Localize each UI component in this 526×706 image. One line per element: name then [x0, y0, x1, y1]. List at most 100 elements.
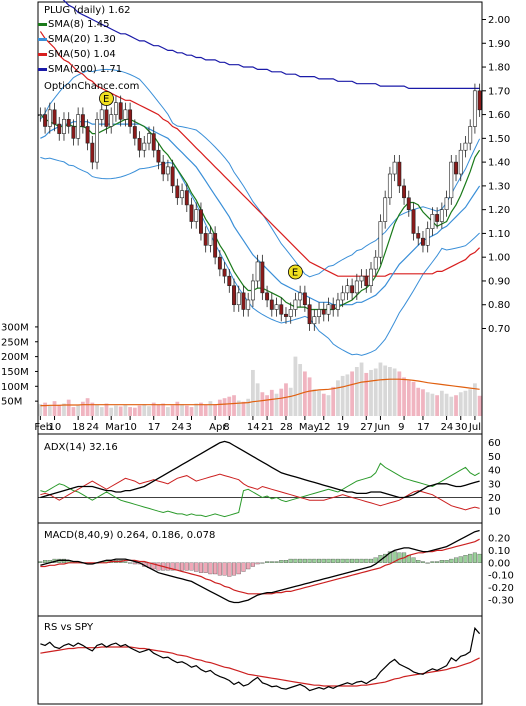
price-tick-label: 1.90	[488, 39, 510, 50]
rs-title: RS vs SPY	[44, 622, 94, 633]
macd-histogram-bar	[411, 557, 416, 563]
volume-bar	[369, 369, 373, 416]
price-tick-label: 1.80	[488, 63, 510, 74]
candle-body	[317, 309, 321, 317]
volume-bar	[85, 398, 90, 416]
candle-body	[250, 280, 255, 301]
candle-body	[439, 209, 444, 222]
volume-bar	[222, 398, 227, 416]
volume-bar	[57, 404, 62, 416]
rs-panel-frame	[37, 615, 483, 705]
candle-body	[161, 161, 166, 175]
macd-histogram-bar	[236, 562, 241, 575]
macd-histogram-bar	[198, 562, 203, 573]
volume-bar	[104, 403, 109, 416]
macd-histogram-bar	[246, 562, 251, 570]
candle-body	[170, 166, 175, 187]
volume-bar	[397, 371, 402, 416]
macd-histogram-bar	[373, 557, 378, 563]
volume-bar	[47, 405, 52, 416]
volume-bar	[444, 393, 449, 416]
volume-tick-label: 150M	[1, 367, 29, 378]
candle-body	[66, 119, 71, 127]
volume-bar	[298, 364, 303, 416]
volume-bar	[255, 383, 260, 416]
volume-bar	[236, 400, 241, 416]
date-tick-label: 30	[455, 422, 468, 433]
volume-bar	[321, 393, 326, 416]
volume-bar	[463, 390, 468, 416]
volume-bar	[449, 396, 454, 416]
volume-tick-label: 300M	[1, 322, 29, 333]
candle-body	[213, 233, 218, 258]
volume-tick-label: 50M	[1, 397, 22, 408]
macd-histogram-bar	[123, 561, 128, 563]
macd-histogram-bar	[430, 561, 435, 563]
candle-body	[312, 316, 317, 325]
date-tick-label: 10	[124, 422, 137, 433]
volume-bar	[147, 406, 151, 416]
volume-bar	[336, 380, 340, 416]
macd-histogram-bar	[156, 562, 161, 571]
volume-bar	[251, 369, 255, 416]
adx-line	[40, 440, 480, 499]
volume-bar	[123, 404, 128, 416]
volume-bar	[156, 404, 161, 416]
date-tick-label: 12	[318, 422, 331, 433]
candle-body	[142, 142, 147, 151]
date-tick-label: 3	[186, 422, 192, 433]
volume-bar	[142, 404, 147, 416]
volume-bar	[194, 403, 199, 416]
candle-body	[90, 142, 95, 163]
volume-bar	[151, 402, 156, 416]
volume-bar	[345, 374, 350, 416]
candle-body	[236, 292, 241, 306]
candle-body	[80, 114, 85, 127]
chart-title: PLUG (daily) 1.62	[44, 5, 131, 16]
candle-body	[85, 126, 90, 144]
candle-body	[416, 233, 421, 239]
candle-body	[260, 261, 265, 294]
volume-bar	[232, 395, 236, 416]
volume-bar	[184, 405, 189, 416]
volume-bar	[170, 405, 175, 416]
price-tick-label: 1.10	[488, 229, 510, 240]
volume-bar	[392, 368, 397, 416]
candle-body	[217, 256, 222, 270]
price-tick-label: 1.50	[488, 134, 510, 145]
candle-body	[232, 285, 236, 306]
macd-histogram-bar	[184, 562, 189, 571]
adx-title: ADX(14) 32.16	[44, 442, 118, 453]
macd-tick-label: -0.20	[488, 583, 514, 594]
macd-histogram-bar	[293, 558, 298, 563]
volume-bar	[137, 405, 142, 416]
candle-body	[369, 268, 373, 287]
candle-body	[104, 109, 109, 127]
adx-tick-label: 60	[488, 438, 501, 449]
candle-body	[241, 292, 246, 310]
candle-body	[298, 292, 303, 301]
volume-bar	[373, 368, 378, 416]
candle-body	[156, 149, 161, 163]
volume-bar	[302, 371, 307, 416]
macd-tick-label: 0.10	[488, 546, 510, 557]
volume-bar	[359, 362, 364, 416]
candle-body	[392, 161, 397, 175]
date-tick-label: 28	[280, 422, 293, 433]
candle-body	[421, 237, 425, 246]
date-tick-label: 14	[247, 422, 260, 433]
macd-histogram-bar	[165, 562, 170, 571]
macd-histogram-bar	[416, 560, 421, 563]
macd-histogram-bar	[288, 558, 293, 563]
macd-tick-label: 0.20	[488, 533, 510, 544]
macd-histogram-bar	[350, 558, 355, 563]
candle-body	[265, 292, 270, 301]
date-tick-label: 27	[360, 422, 373, 433]
candle-body	[397, 161, 402, 187]
candle-body	[71, 126, 76, 139]
date-tick-label: Feb	[34, 422, 52, 433]
volume-bar	[90, 402, 95, 416]
volume-bar	[435, 395, 440, 416]
macd-histogram-bar	[38, 561, 43, 563]
volume-bar	[317, 390, 321, 416]
